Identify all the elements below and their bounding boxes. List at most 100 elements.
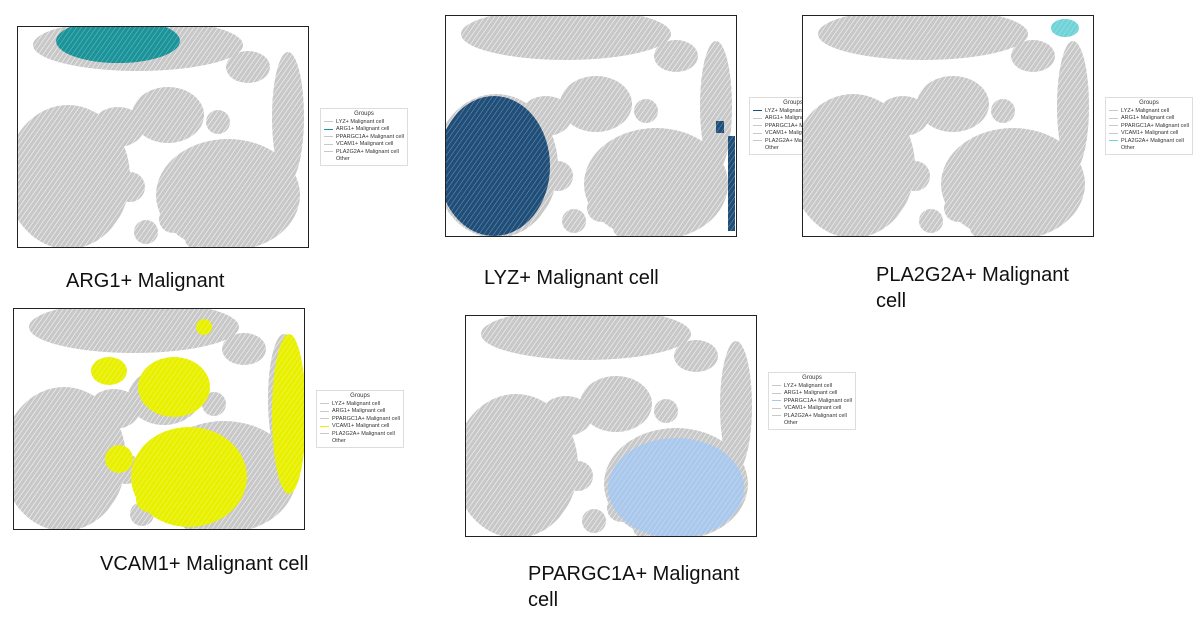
legend-entry: LYZ+ Malignant cell	[320, 400, 400, 408]
legend-swatch	[753, 117, 762, 119]
legend-swatch	[772, 423, 781, 424]
legend-swatch	[320, 418, 329, 420]
legend-label: PLA2G2A+ Malignant cell	[784, 412, 847, 419]
legend: Groups LYZ+ Malignant cell ARG1+ Malignant…	[768, 372, 856, 430]
legend-swatch	[753, 110, 762, 112]
legend-label: LYZ+ Malignant cell	[332, 400, 381, 407]
legend: Groups LYZ+ Malignant cell ARG1+ Malignant…	[320, 108, 408, 166]
legend-entry: PLA2G2A+ Malignant cell	[772, 412, 852, 420]
legend-entry: LYZ+ Malignant cell	[324, 118, 404, 126]
legend-swatch	[1109, 140, 1118, 142]
legend-label: VCAM1+ Malignant cell	[336, 141, 394, 148]
legend: Groups LYZ+ Malignant cell ARG1+ Malignant…	[316, 390, 404, 448]
legend-label: ARG1+ Malignant cell	[332, 408, 386, 415]
legend-entry: VCAM1+ Malignant cell	[772, 405, 852, 413]
spatial-plot	[465, 315, 757, 537]
legend-label: PLA2G2A+ Malignant cell	[336, 148, 399, 155]
tissue-map	[466, 316, 756, 536]
legend-entry: VCAM1+ Malignant cell	[753, 130, 833, 138]
legend-entry: LYZ+ Malignant cell	[753, 107, 833, 115]
legend-entry: Other	[324, 156, 404, 164]
legend-entry: PLA2G2A+ Malignant cell	[320, 430, 400, 438]
legend-label: PLA2G2A+ Malignant cell	[1121, 137, 1184, 144]
legend-label: ARG1+ Malignant cell	[336, 126, 390, 133]
legend-swatch	[324, 143, 333, 145]
caption: ARG1+ Malignant	[66, 270, 225, 292]
legend-swatch	[772, 385, 781, 387]
legend-label: PPARGC1A+ Malignant cell	[1121, 122, 1189, 129]
legend-swatch	[320, 403, 329, 405]
legend-title: Groups	[350, 393, 370, 399]
legend-entry: ARG1+ Malignant cell	[324, 126, 404, 134]
legend-entry: PPARGC1A+ Malignant cell	[320, 415, 400, 423]
legend-swatch	[324, 151, 333, 153]
legend-label: Other	[332, 438, 346, 445]
spatial-plot	[13, 308, 305, 530]
spatial-plot	[802, 15, 1094, 237]
legend-entry: ARG1+ Malignant cell	[1109, 115, 1189, 123]
legend-swatch	[1109, 110, 1118, 112]
legend-swatch	[753, 132, 762, 134]
legend-swatch	[772, 407, 781, 409]
legend-entry: VCAM1+ Malignant cell	[1109, 130, 1189, 138]
caption: PPARGC1A+ Malignant cell	[528, 563, 740, 611]
legend-label: PPARGC1A+ Malignant cell	[336, 133, 404, 140]
legend-label: LYZ+ Malignant cell	[1121, 107, 1170, 114]
legend-swatch	[753, 125, 762, 127]
legend-swatch	[320, 425, 329, 427]
legend-entry: ARG1+ Malignant cell	[772, 390, 852, 398]
legend-label: PPARGC1A+ Malignant cell	[765, 122, 833, 129]
spatial-plot	[17, 26, 309, 248]
legend-entry: VCAM1+ Malignant cell	[320, 423, 400, 431]
legend-label: LYZ+ Malignant cell	[336, 118, 385, 125]
legend-label: Other	[336, 156, 350, 163]
legend-label: ARG1+ Malignant cell	[1121, 115, 1175, 122]
legend-swatch	[772, 415, 781, 417]
legend-swatch	[324, 136, 333, 138]
legend-label: VCAM1+ Malignant cell	[765, 130, 823, 137]
legend-label: PPARGC1A+ Malignant cell	[332, 415, 400, 422]
legend-label: ARG1+ Malignant cell	[765, 115, 819, 122]
legend-title: Groups	[802, 375, 822, 381]
legend-entry: PLA2G2A+ Malignant cell	[324, 148, 404, 156]
legend-label: VCAM1+ Malignant cell	[784, 405, 842, 412]
legend-entry: PLA2G2A+ Malignant cell	[1109, 137, 1189, 145]
legend-swatch	[1109, 117, 1118, 119]
spatial-plot	[445, 15, 737, 237]
legend-title: Groups	[354, 111, 374, 117]
legend-title: Groups	[783, 100, 803, 106]
legend-swatch	[320, 441, 329, 442]
legend-entry: Other	[772, 420, 852, 428]
legend-entry: ARG1+ Malignant cell	[753, 115, 833, 123]
legend-entry: VCAM1+ Malignant cell	[324, 141, 404, 149]
legend-label: PLA2G2A+ Malignant cell	[765, 137, 828, 144]
legend-entry: LYZ+ Malignant cell	[772, 382, 852, 390]
legend-entry: Other	[320, 438, 400, 446]
caption: LYZ+ Malignant cell	[484, 267, 659, 289]
legend-entry: ARG1+ Malignant cell	[320, 408, 400, 416]
tissue-map	[803, 16, 1093, 236]
legend-entry: LYZ+ Malignant cell	[1109, 107, 1189, 115]
caption: VCAM1+ Malignant cell	[100, 553, 309, 575]
legend-swatch	[320, 433, 329, 435]
legend-swatch	[324, 121, 333, 123]
legend-entry: Other	[753, 145, 833, 153]
caption: PLA2G2A+ Malignant cell	[876, 264, 1069, 312]
legend-label: PPARGC1A+ Malignant cell	[784, 397, 852, 404]
legend-label: LYZ+ Malignant cell	[784, 382, 833, 389]
legend-label: ARG1+ Malignant cell	[784, 390, 838, 397]
legend-label: VCAM1+ Malignant cell	[1121, 130, 1179, 137]
legend: Groups LYZ+ Malignant cell ARG1+ Malignant…	[1105, 97, 1193, 155]
legend-swatch	[772, 400, 781, 402]
legend-entry: PPARGC1A+ Malignant cell	[753, 122, 833, 130]
legend-entry: Other	[1109, 145, 1189, 153]
tissue-map	[14, 309, 304, 529]
legend-swatch	[753, 140, 762, 142]
legend-label: Other	[765, 145, 779, 152]
legend-label: VCAM1+ Malignant cell	[332, 423, 390, 430]
tissue-map	[18, 27, 308, 247]
legend-label: Other	[784, 420, 798, 427]
legend-title: Groups	[1139, 100, 1159, 106]
legend-swatch	[324, 159, 333, 160]
